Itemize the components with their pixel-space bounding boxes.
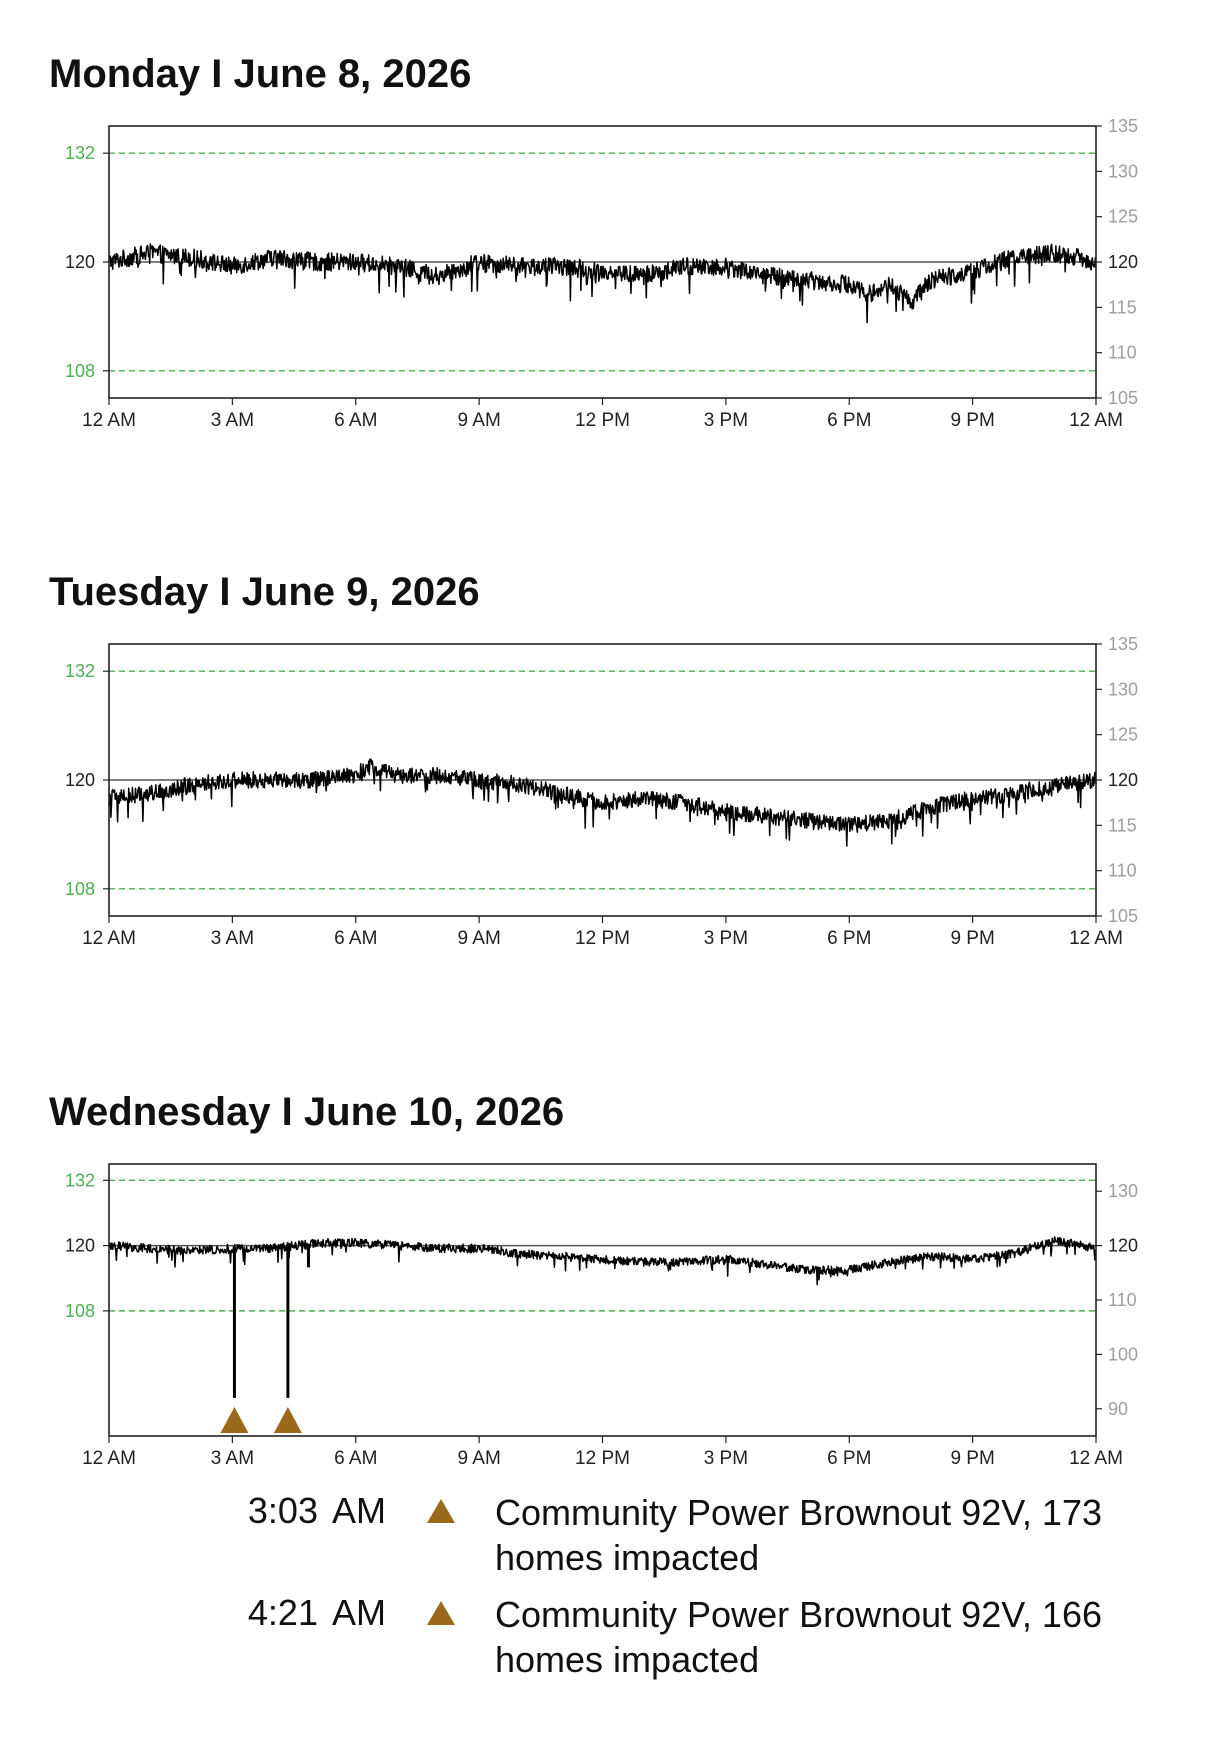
x-tick-label: 12 AM xyxy=(82,1448,136,1469)
x-tick-label: 6 PM xyxy=(827,410,871,431)
right-tick-label: 125 xyxy=(1108,207,1138,227)
left-tick-label: 132 xyxy=(65,661,95,681)
right-tick-label: 120 xyxy=(1108,770,1138,790)
x-tick-label: 12 AM xyxy=(82,410,136,431)
right-tick-label: 105 xyxy=(1108,906,1138,926)
x-tick-label: 12 AM xyxy=(82,928,136,949)
right-tick-label: 115 xyxy=(1108,815,1137,835)
x-tick-label: 9 PM xyxy=(950,1448,994,1469)
x-tick-label: 6 AM xyxy=(334,410,377,431)
x-tick-label: 3 AM xyxy=(211,410,254,431)
voltage-trace xyxy=(108,1236,1097,1286)
event-description: Community Power Brownout 92V, 166 homes … xyxy=(495,1594,1102,1680)
brownout-triangle-icon xyxy=(427,1601,455,1625)
right-tick-label: 110 xyxy=(1108,1290,1137,1310)
right-tick-label: 115 xyxy=(1108,297,1137,317)
x-tick-label: 9 AM xyxy=(457,928,500,949)
chart-title-tuesday: Tuesday I June 9, 2026 xyxy=(49,570,480,614)
x-tick-label: 3 PM xyxy=(704,928,748,949)
right-tick-label: 105 xyxy=(1108,388,1138,408)
x-tick-label: 9 PM xyxy=(950,928,994,949)
event-time: 4:21 AM xyxy=(247,1592,386,1633)
x-tick-label: 9 AM xyxy=(457,1448,500,1469)
right-tick-label: 130 xyxy=(1108,161,1138,181)
x-tick-label: 12 PM xyxy=(575,928,630,949)
voltage-trace xyxy=(108,758,1097,847)
x-tick-label: 3 AM xyxy=(211,928,254,949)
x-tick-label: 3 PM xyxy=(704,1448,748,1469)
right-tick-label: 110 xyxy=(1108,861,1137,881)
right-tick-label: 120 xyxy=(1108,1236,1138,1256)
chart-title-monday: Monday I June 8, 2026 xyxy=(49,52,472,96)
brownout-marker xyxy=(220,1407,249,1433)
left-tick-label: 132 xyxy=(65,1170,95,1190)
right-tick-label: 120 xyxy=(1108,252,1138,272)
left-tick-label: 120 xyxy=(65,1236,95,1256)
left-tick-label: 120 xyxy=(65,770,95,790)
right-tick-label: 125 xyxy=(1108,725,1138,745)
right-tick-label: 135 xyxy=(1108,634,1138,654)
x-tick-label: 6 AM xyxy=(334,928,377,949)
chart-title-wednesday: Wednesday I June 10, 2026 xyxy=(49,1090,565,1134)
x-tick-label: 12 PM xyxy=(575,1448,630,1469)
x-tick-label: 9 PM xyxy=(950,410,994,431)
event-description: Community Power Brownout 92V, 173 homes … xyxy=(495,1492,1102,1578)
brownout-triangle-icon xyxy=(427,1499,455,1523)
left-tick-label: 108 xyxy=(65,879,95,899)
event-time: 3:03 AM xyxy=(247,1490,386,1531)
right-tick-label: 100 xyxy=(1108,1344,1138,1364)
x-tick-label: 6 AM xyxy=(334,1448,377,1469)
x-tick-label: 12 AM xyxy=(1069,410,1123,431)
left-tick-label: 132 xyxy=(65,143,95,163)
x-tick-label: 12 PM xyxy=(575,410,630,431)
x-tick-label: 9 AM xyxy=(457,410,500,431)
voltage-trace xyxy=(108,243,1097,324)
left-tick-label: 108 xyxy=(65,361,95,381)
right-tick-label: 90 xyxy=(1108,1399,1128,1419)
x-tick-label: 12 AM xyxy=(1069,1448,1123,1469)
right-tick-label: 130 xyxy=(1108,679,1138,699)
event-legend: 3:03 AM Community Power Brownout 92V, 17… xyxy=(0,1480,1206,1684)
brownout-marker xyxy=(273,1407,302,1433)
voltage-chart-wednesday: 132 120 108 130 120 110 100 90 12 AM 3 AM 6 AM 9 AM… xyxy=(65,1163,1138,1469)
plot-frame xyxy=(108,1163,1097,1437)
x-tick-label: 6 PM xyxy=(827,928,871,949)
right-tick-label: 110 xyxy=(1108,343,1137,363)
event-row: 4:21 AM Community Power Brownout 92V, 16… xyxy=(0,1582,1206,1684)
x-tick-label: 6 PM xyxy=(827,1448,871,1469)
x-tick-label: 3 PM xyxy=(704,410,748,431)
right-tick-label: 135 xyxy=(1108,116,1138,136)
x-tick-label: 12 AM xyxy=(1069,928,1123,949)
left-tick-label: 108 xyxy=(65,1301,95,1321)
right-tick-label: 130 xyxy=(1108,1181,1138,1201)
left-tick-label: 120 xyxy=(65,252,95,272)
event-row: 3:03 AM Community Power Brownout 92V, 17… xyxy=(0,1480,1206,1582)
x-tick-label: 3 AM xyxy=(211,1448,254,1469)
